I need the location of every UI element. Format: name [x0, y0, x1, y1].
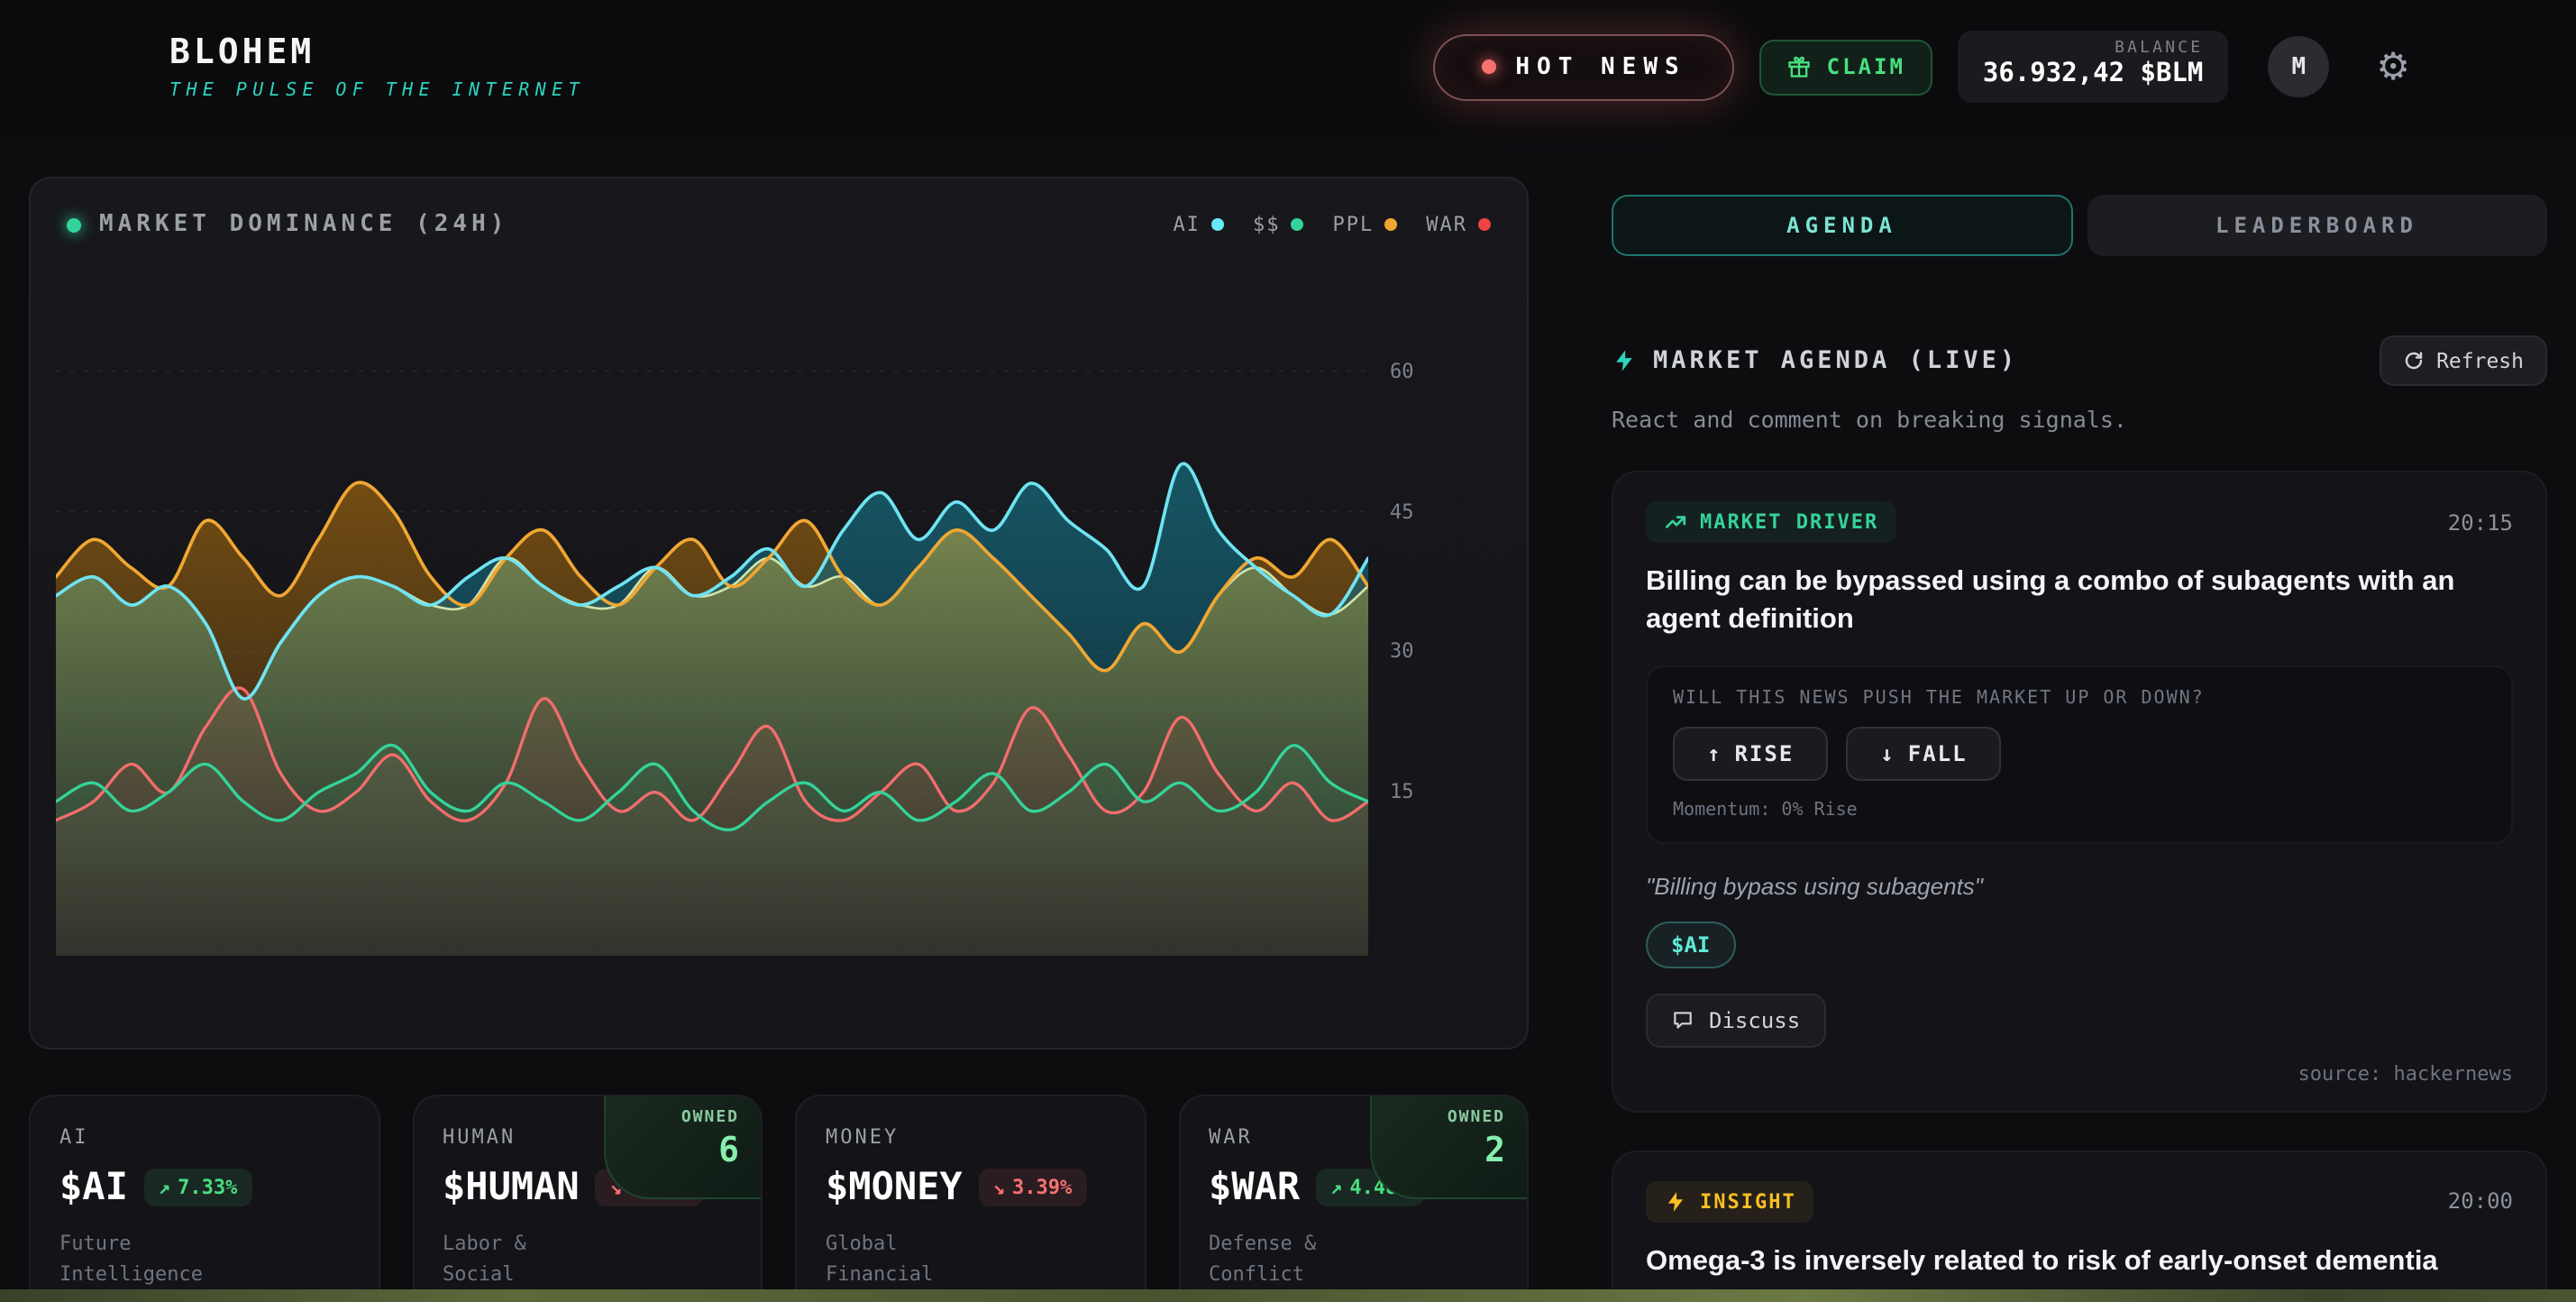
poll-question: WILL THIS NEWS PUSH THE MARKET UP OR DOW… [1673, 688, 2205, 709]
item-quote: "Billing bypass using subagents" [1646, 872, 1984, 900]
token-description: Global Financial [826, 1232, 934, 1287]
balance-box: BALANCE 36.932,42 $BLM [1957, 31, 2229, 103]
chat-bubble-icon [1674, 1013, 1692, 1030]
token-card-ai[interactable]: AI $AI ↗ 7.33% Future Intelligence [29, 1095, 379, 1302]
owned-badge: OWNED 6 [604, 1096, 762, 1199]
trend-up-arrow-icon: ↗ [158, 1175, 171, 1198]
token-description: Future Intelligence [59, 1232, 203, 1287]
token-card-human[interactable]: OWNED 6 HUMAN $HUMAN ↘ 7.60% Labor &Soci… [412, 1095, 763, 1302]
tab-leaderboard[interactable]: LEADERBOARD [2087, 195, 2547, 256]
y-axis-labels: 15 30 45 60 [1390, 359, 1414, 804]
balance-label: BALANCE [2115, 40, 2204, 58]
tab-agenda[interactable]: AGENDA [1612, 195, 2072, 256]
live-dot-icon [1481, 60, 1496, 74]
token-change-badge: ↗ 7.33% [143, 1168, 252, 1206]
token-ticker: $WAR [1209, 1165, 1301, 1208]
legend-dot-icon [1478, 218, 1491, 231]
bottom-background-strip [0, 1289, 2576, 1302]
legend-item-money[interactable]: $$ [1253, 213, 1304, 236]
trending-up-icon [1665, 516, 1686, 528]
agenda-header: MARKET AGENDA (LIVE) Refresh [1612, 335, 2547, 386]
agenda-subtitle: React and comment on breaking signals. [1612, 406, 2127, 433]
app-logo: BLOHEM [169, 32, 315, 72]
market-driver-badge: MARKET DRIVER [1646, 501, 1897, 543]
chart-legend: AI $$ PPL WAR [1174, 213, 1491, 236]
item-source: source: hackernews [2297, 1061, 2513, 1086]
fall-button[interactable]: ↓ FALL [1846, 726, 2002, 781]
token-ticker: $AI [59, 1165, 128, 1208]
owned-badge: OWNED 2 [1370, 1096, 1528, 1199]
token-name: WAR [1209, 1125, 1253, 1149]
token-description: Defense & Conflict [1209, 1232, 1317, 1287]
momentum-text: Momentum: 0% Rise [1673, 800, 1858, 821]
item-title: Omega-3 is inversely related to risk of … [1646, 1245, 2438, 1277]
token-card-row: AI $AI ↗ 7.33% Future Intelligence OW [29, 1095, 1529, 1302]
gift-icon [1788, 56, 1811, 78]
topbar-actions: HOT NEWS CLAIM BALANCE 36.932,42 $BLM M … [1432, 31, 2410, 103]
chart-body: 15 30 45 60 [31, 249, 1527, 985]
hot-news-button[interactable]: HOT NEWS [1432, 33, 1735, 100]
balance-value: 36.932,42 $BLM [1982, 60, 2204, 88]
hot-news-label: HOT NEWS [1515, 53, 1686, 80]
token-ticker: $HUMAN [443, 1165, 580, 1208]
left-column: MARKET DOMINANCE (24H) AI $$ PPL [29, 177, 1529, 1302]
token-description: Labor & Social [443, 1232, 526, 1287]
claim-label: CLAIM [1826, 54, 1905, 79]
claim-button[interactable]: CLAIM [1759, 39, 1932, 95]
rise-button[interactable]: ↑ RISE [1673, 726, 1829, 781]
item-title: Billing can be bypassed using a combo of… [1646, 566, 2455, 635]
main-content: MARKET DOMINANCE (24H) AI $$ PPL [0, 133, 2576, 1302]
market-dominance-panel: MARKET DOMINANCE (24H) AI $$ PPL [29, 177, 1529, 1050]
token-tag-ai[interactable]: $AI [1646, 921, 1736, 968]
chart-title-text: MARKET DOMINANCE (24H) [99, 211, 509, 238]
poll-box: WILL THIS NEWS PUSH THE MARKET UP OR DOW… [1646, 665, 2513, 844]
token-card-war[interactable]: OWNED 2 WAR $WAR ↗ 4.48% Defense & Confli… [1178, 1095, 1529, 1302]
token-name: AI [59, 1125, 89, 1149]
legend-dot-icon [1211, 218, 1224, 231]
insight-badge: INSIGHT [1646, 1180, 1814, 1223]
owned-count: 6 [718, 1131, 739, 1170]
refresh-icon [2404, 352, 2422, 370]
token-card-money[interactable]: MONEY $MONEY ↘ 3.39% Global Financial [795, 1095, 1146, 1302]
bolt-icon [1616, 350, 1632, 371]
avatar[interactable]: M [2268, 36, 2330, 97]
down-arrow-icon: ↓ [1880, 740, 1895, 766]
legend-dot-icon [1291, 218, 1304, 231]
token-name: MONEY [826, 1125, 900, 1149]
owned-count: 2 [1484, 1131, 1505, 1170]
trend-up-arrow-icon: ↗ [1330, 1175, 1343, 1198]
agenda-item-market-driver: MARKET DRIVER 20:15 Billing can be bypas… [1612, 471, 2547, 1113]
agenda-title: MARKET AGENDA (LIVE) [1612, 346, 2018, 375]
trend-down-arrow-icon: ↘ [992, 1175, 1005, 1198]
agenda-item-insight: INSIGHT 20:00 Omega-3 is inversely relat… [1612, 1150, 2547, 1302]
token-change-badge: ↘ 3.39% [978, 1168, 1087, 1206]
brand: BLOHEM THE PULSE OF THE INTERNET [169, 32, 585, 101]
right-column: AGENDA LEADERBOARD MARKET AGENDA (LIVE) … [1612, 177, 2547, 1302]
app-tagline: THE PULSE OF THE INTERNET [169, 81, 586, 101]
legend-item-ppl[interactable]: PPL [1333, 213, 1398, 236]
item-time: 20:00 [2447, 1188, 2513, 1215]
up-arrow-icon: ↑ [1707, 740, 1722, 766]
refresh-button[interactable]: Refresh [2379, 335, 2547, 386]
settings-gear-icon[interactable]: ⚙ [2376, 44, 2410, 87]
legend-item-ai[interactable]: AI [1174, 213, 1224, 236]
dominance-area-chart [56, 370, 1368, 956]
right-tabs: AGENDA LEADERBOARD [1612, 195, 2547, 256]
pulse-dot-icon [67, 217, 81, 232]
legend-dot-icon [1384, 218, 1398, 231]
token-name: HUMAN [443, 1125, 516, 1149]
discuss-button[interactable]: Discuss [1646, 993, 1826, 1048]
token-ticker: $MONEY [826, 1165, 963, 1208]
item-time: 20:15 [2447, 509, 2513, 535]
topbar: BLOHEM THE PULSE OF THE INTERNET HOT NEW… [0, 0, 2576, 133]
chart-header: MARKET DOMINANCE (24H) AI $$ PPL [31, 179, 1527, 249]
bolt-icon [1667, 1191, 1684, 1212]
legend-item-war[interactable]: WAR [1426, 213, 1491, 236]
chart-title: MARKET DOMINANCE (24H) [67, 211, 508, 238]
